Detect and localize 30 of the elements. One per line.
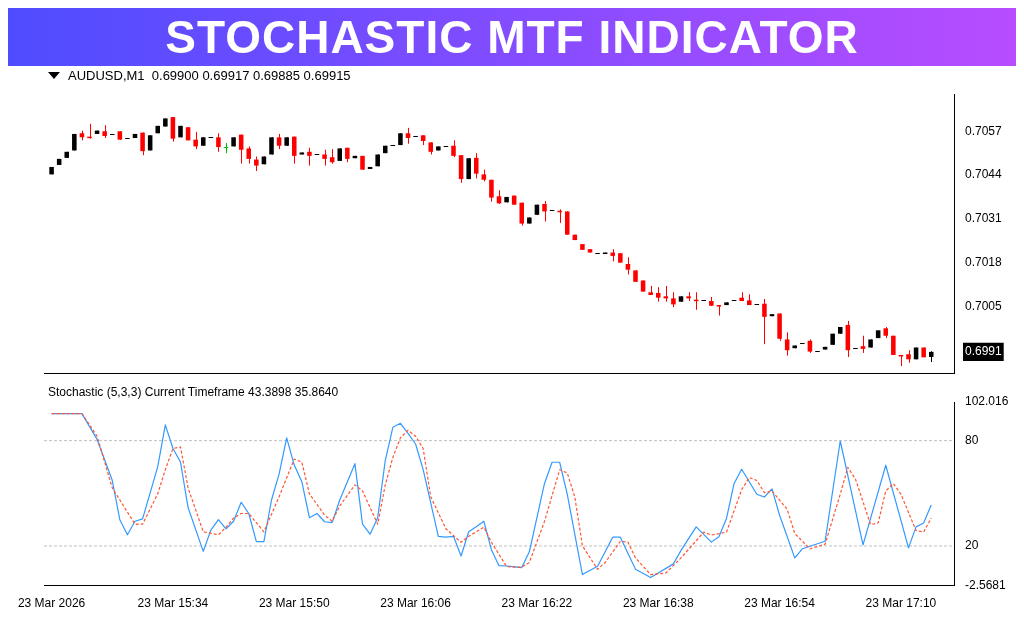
y-tick-label: 0.7044 [965,167,1003,182]
x-tick-label: 23 Mar 17:10 [865,596,937,611]
y-tick-label: -2.5681 [965,577,1007,592]
candlestick [170,116,176,143]
y-tick-label: 0.7031 [965,211,1003,226]
candlestick [216,132,221,153]
y-tick-label: 20 [965,538,979,553]
y-tick-label: 102.016 [965,394,1009,409]
x-tick-label: 23 Mar 16:06 [380,596,452,611]
y-tick-label: 0.7005 [965,298,1003,313]
x-tick-label: 23 Mar 16:54 [744,596,816,611]
candlestick [762,298,767,345]
candlestick [473,152,479,179]
candlestick [291,136,297,165]
candlestick [716,304,722,317]
chart-title: STOCHASTIC MTF INDICATOR [8,8,1016,66]
x-tick-label: 23 Mar 16:22 [501,596,573,611]
chart-subtitle: AUDUSD,M1 0.69900 0.69917 0.69885 0.69915 [68,67,351,83]
y-tick-label: 0.6991 [965,344,1003,359]
chart-title: Stochastic (5,3,3) Current Timeframe 43.3898 35.8640 [48,385,339,400]
candlestick [564,210,570,236]
candlestick [542,200,547,223]
y-tick-label: 0.7057 [965,123,1003,138]
x-tick-label: 23 Mar 15:50 [258,596,330,611]
x-tick-label: 23 Mar 16:38 [622,596,694,611]
y-tick-label: 0.7018 [965,254,1003,269]
y-tick-label: 80 [965,432,979,447]
x-tick-label: 23 Mar 15:34 [137,596,209,611]
candlestick [784,331,790,357]
x-tick-label: 23 Mar 2026 [17,596,86,611]
